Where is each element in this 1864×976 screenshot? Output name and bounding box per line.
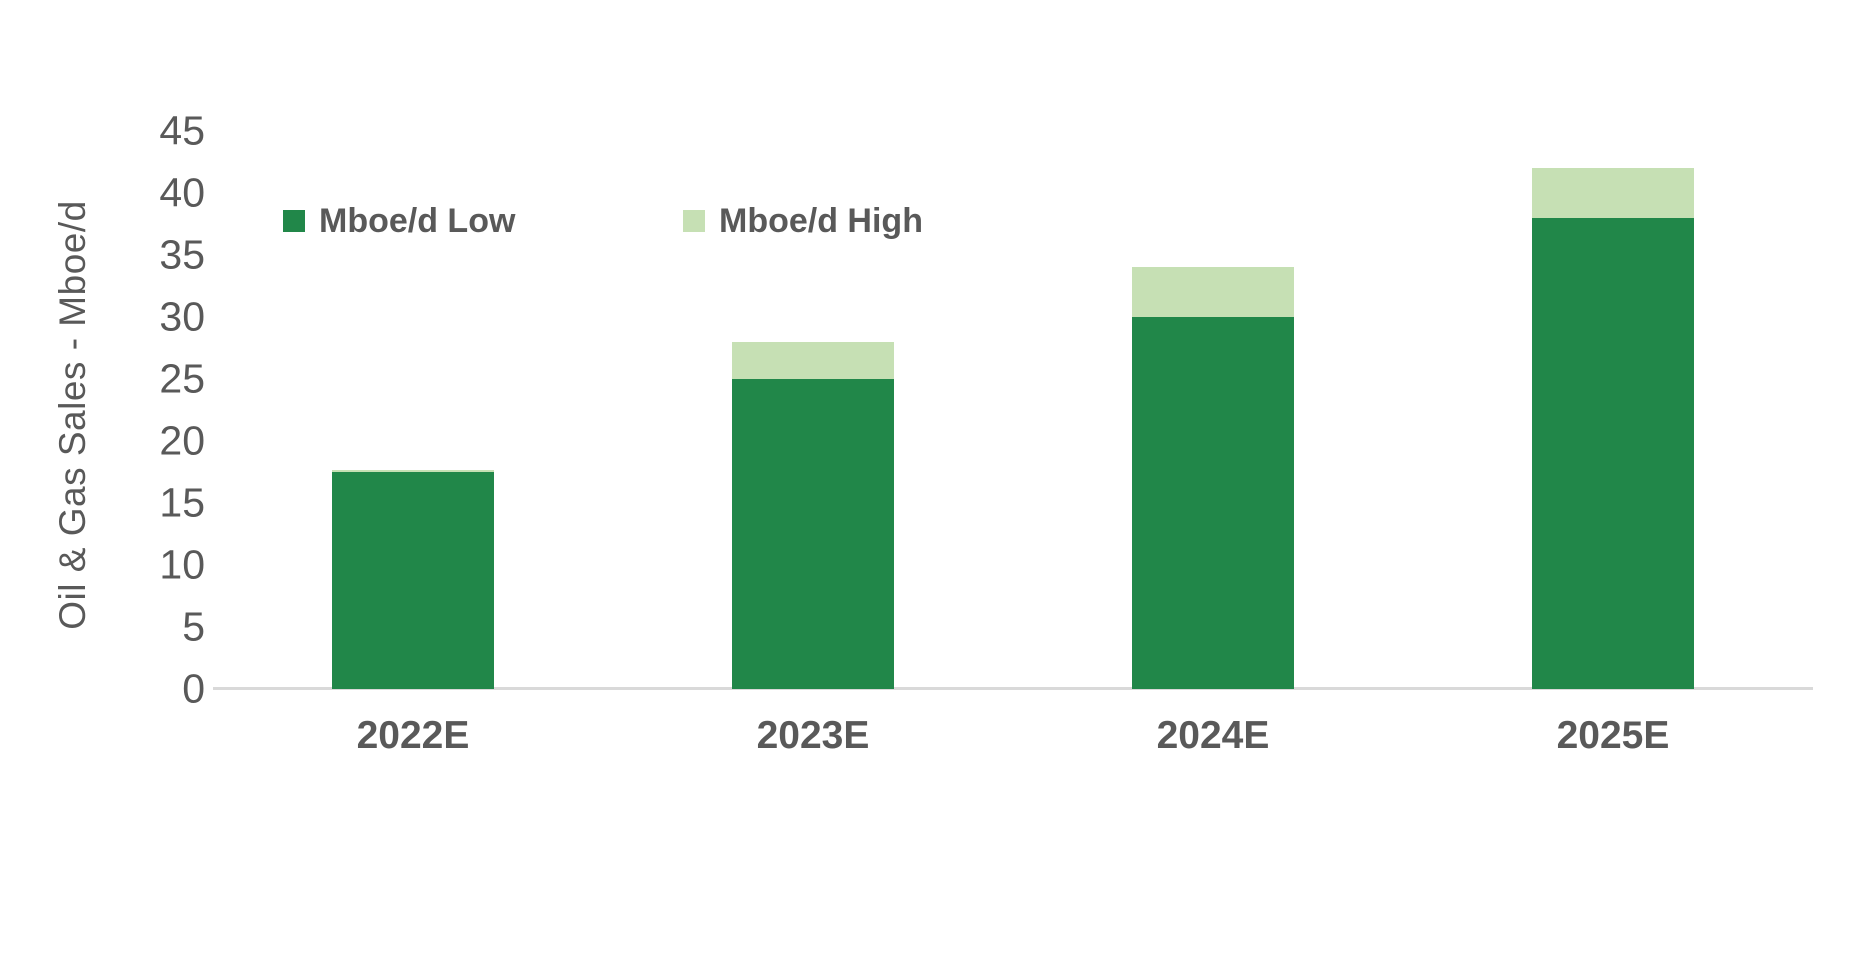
legend-item-low: Mboe/d Low [283, 202, 515, 240]
x-category-label-2025E: 2025E [1556, 714, 1670, 757]
x-category-label-2023E: 2023E [756, 714, 870, 757]
bar-2023E [732, 341, 894, 689]
y-tick-label-10: 10 [159, 541, 205, 588]
y-tick-label-35: 35 [159, 231, 205, 278]
bar-2024E-low-segment [1132, 317, 1294, 689]
x-axis-line [213, 687, 1813, 690]
bar-2022E-high-segment [332, 469, 494, 472]
y-tick-label-40: 40 [159, 169, 205, 216]
x-category-label-2024E: 2024E [1156, 714, 1270, 757]
legend-label-high: Mboe/d High [719, 201, 923, 240]
bar-2025E-low-segment [1532, 217, 1694, 689]
bar-2023E-low-segment [732, 379, 894, 689]
bar-2022E-low-segment [332, 472, 494, 689]
bar-2022E [332, 469, 494, 689]
legend-swatch-high-icon [683, 210, 705, 232]
y-tick-label-45: 45 [159, 107, 205, 154]
bar-2024E-high-segment [1132, 267, 1294, 317]
y-tick-label-15: 15 [159, 479, 205, 526]
bar-2023E-high-segment [732, 341, 894, 379]
y-tick-label-0: 0 [182, 665, 205, 712]
bar-2025E [1532, 168, 1694, 689]
legend-label-low: Mboe/d Low [319, 201, 516, 240]
bar-2025E-high-segment [1532, 168, 1694, 218]
legend-swatch-low-icon [283, 210, 305, 232]
y-tick-label-20: 20 [159, 417, 205, 464]
y-axis-title: Oil & Gas Sales - Mboe/d [52, 200, 93, 630]
bar-2024E [1132, 267, 1294, 689]
legend-item-high: Mboe/d High [683, 202, 923, 240]
y-tick-label-5: 5 [182, 603, 205, 650]
y-tick-label-30: 30 [159, 293, 205, 340]
y-tick-label-25: 25 [159, 355, 205, 402]
x-category-label-2022E: 2022E [356, 714, 470, 757]
